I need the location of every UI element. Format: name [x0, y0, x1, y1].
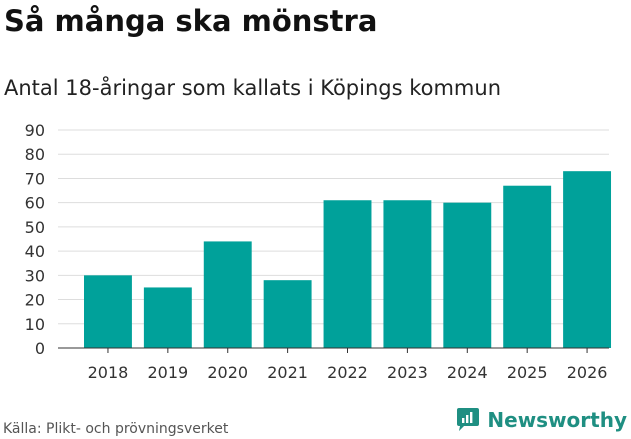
brand: Newsworthy — [455, 407, 627, 433]
y-tick-label: 50 — [25, 218, 45, 237]
x-tick-label: 2018 — [88, 363, 129, 382]
chart-subtitle: Antal 18-åringar som kallats i Köpings k… — [4, 76, 502, 100]
bar-2023 — [383, 200, 432, 348]
chart-title: Så många ska mönstra — [4, 4, 378, 38]
bar-chart: 0 10 20 30 40 50 60 70 80 90 2018 2019 2020 2021 2022… — [25, 121, 612, 382]
x-tick-label: 2021 — [267, 363, 308, 382]
bar-2025 — [503, 185, 552, 348]
newsworthy-logo-icon — [457, 408, 480, 431]
y-axis-ticks: 0 10 20 30 40 50 60 70 80 90 — [25, 121, 45, 358]
x-tick-label: 2020 — [207, 363, 248, 382]
bar-2018 — [84, 275, 132, 348]
bar-2026 — [563, 171, 612, 348]
y-tick-label: 30 — [25, 266, 45, 285]
y-tick-label: 70 — [25, 169, 45, 188]
x-tick-label: 2022 — [327, 363, 368, 382]
x-tick-label: 2025 — [507, 363, 548, 382]
x-axis-ticks: 2018 2019 2020 2021 2022 2023 2024 2025 2026 — [88, 348, 608, 382]
x-tick-label: 2024 — [447, 363, 488, 382]
bar-2019 — [143, 287, 192, 348]
y-tick-label: 0 — [35, 339, 45, 358]
bar-2022 — [323, 200, 372, 348]
y-tick-label: 60 — [25, 194, 45, 213]
y-tick-label: 90 — [25, 121, 45, 140]
bars — [84, 171, 612, 348]
y-tick-label: 80 — [25, 145, 45, 164]
source-note: Källa: Plikt- och prövningsverket — [3, 421, 229, 437]
brand-name: Newsworthy — [487, 408, 627, 432]
bar-2020 — [203, 241, 252, 348]
x-tick-label: 2019 — [147, 363, 188, 382]
x-tick-label: 2026 — [567, 363, 608, 382]
y-tick-label: 20 — [25, 291, 45, 310]
y-tick-label: 10 — [25, 315, 45, 334]
x-tick-label: 2023 — [387, 363, 428, 382]
y-tick-label: 40 — [25, 242, 45, 261]
bar-2024 — [443, 202, 492, 348]
bar-2021 — [263, 280, 312, 348]
